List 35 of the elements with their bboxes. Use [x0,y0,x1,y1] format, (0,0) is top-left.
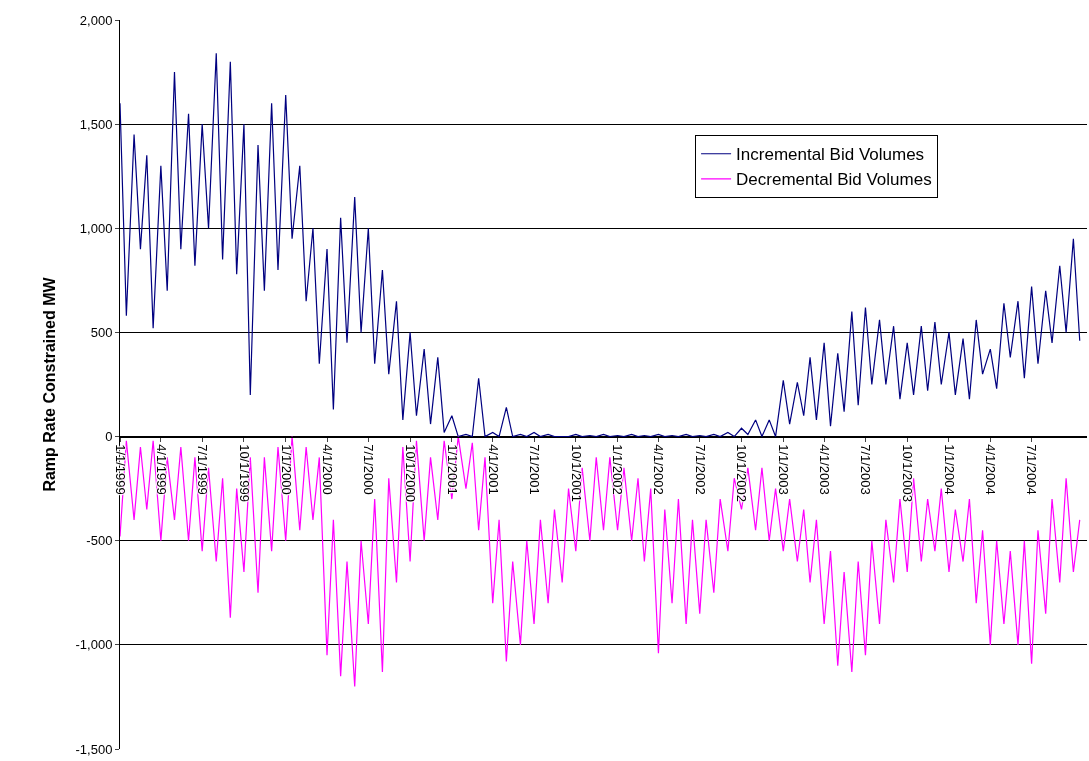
x-tick-label: 7/1/2000 [361,444,377,495]
y-tick-label: -1,000 [75,637,113,653]
x-tick-label: 4/1/2001 [485,444,501,495]
x-tick-label: 4/1/2002 [651,444,667,495]
x-tick-label: 4/1/2003 [816,444,832,495]
x-tick-label: 10/1/2000 [402,444,418,503]
y-axis-title: Ramp Rate Constrained MW [41,276,59,492]
x-tick-label: 7/1/2004 [1024,444,1040,495]
x-tick-label: 10/1/1999 [236,444,252,503]
x-tick-label: 4/1/1999 [153,444,169,495]
y-tick-label: 500 [90,324,113,340]
y-tick-label: 1,500 [79,116,113,132]
legend-label: Incremental Bid Volumes [736,145,925,165]
x-tick-label: 7/1/2001 [526,444,542,495]
y-tick-label: 0 [105,429,113,445]
line-series [120,52,1081,438]
x-tick-label: 1/1/2001 [444,444,460,495]
y-tick-label: -500 [86,533,113,549]
x-tick-label: 7/1/1999 [194,444,210,495]
x-tick-label: 1/1/2004 [941,444,957,495]
x-tick-label: 1/1/2003 [776,444,792,495]
x-tick-label: 4/1/2000 [319,444,335,495]
y-tick-label: 2,000 [79,12,113,28]
x-tick-label: 1/1/2002 [610,444,626,495]
x-tick-label: 4/1/2004 [983,444,999,495]
x-tick-label: 7/1/2003 [858,444,874,495]
x-tick-label: 1/1/1999 [112,444,128,495]
legend-label: Decremental Bid Volumes [736,170,932,190]
y-tick-label: 1,000 [79,220,113,236]
x-tick-label: 10/1/2002 [734,444,750,503]
y-tick-label: -1,500 [75,741,113,757]
x-tick-label: 10/1/2001 [568,444,584,503]
x-tick-label: 7/1/2002 [692,444,708,495]
x-tick-label: 1/1/2000 [278,444,294,495]
x-tick-label: 10/1/2003 [899,444,915,503]
